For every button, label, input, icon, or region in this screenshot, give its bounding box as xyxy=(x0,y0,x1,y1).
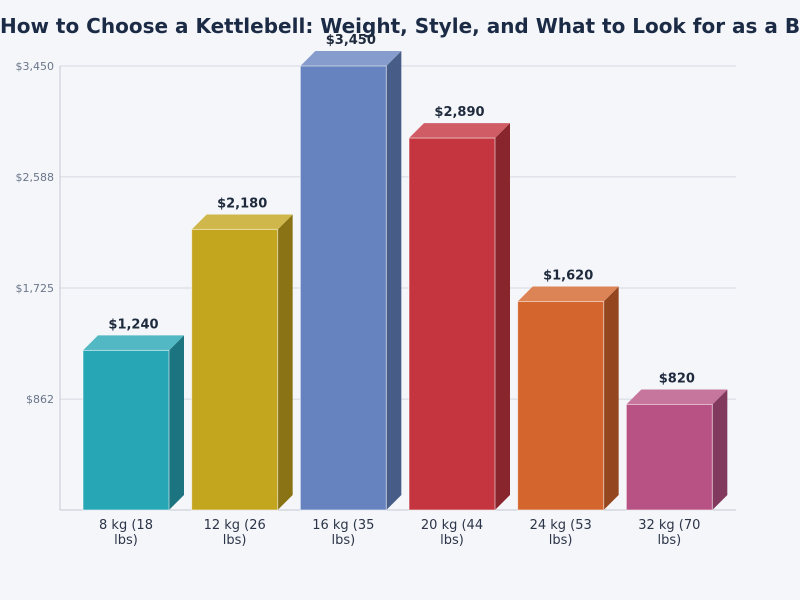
y-tick-label: $1,725 xyxy=(16,282,55,295)
bar-side xyxy=(495,123,510,510)
chart-title: How to Choose a Kettlebell: Weight, Styl… xyxy=(0,14,800,38)
x-tick-label: 16 kg (35 lbs) xyxy=(312,518,374,548)
bar xyxy=(82,349,170,511)
bar-top xyxy=(517,286,619,302)
data-label: $820 xyxy=(659,371,695,386)
data-label: $1,240 xyxy=(108,317,158,332)
bar-top xyxy=(83,335,184,351)
x-tick-label: 32 kg (70 lbs) xyxy=(638,518,700,548)
bar-side xyxy=(386,51,402,510)
bar-side xyxy=(712,389,728,510)
bar-side xyxy=(277,214,293,510)
bar-side xyxy=(603,286,619,510)
bar-top xyxy=(626,389,728,405)
y-tick-label: $3,450 xyxy=(16,60,55,73)
bar-side xyxy=(169,335,184,510)
bar xyxy=(191,228,279,511)
bar-top xyxy=(300,51,402,66)
bar xyxy=(625,403,713,511)
x-tick-label: 20 kg (44 lbs) xyxy=(421,518,483,548)
data-label: $1,620 xyxy=(543,269,593,284)
y-tick-label: $862 xyxy=(26,393,54,406)
data-label: $3,450 xyxy=(326,33,376,48)
x-tick-label: 24 kg (53 lbs) xyxy=(530,518,592,548)
bar xyxy=(408,137,496,511)
x-tick-label: 8 kg (18 lbs) xyxy=(99,518,153,548)
data-label: $2,180 xyxy=(217,196,267,211)
x-tick-label: 12 kg (26 lbs) xyxy=(204,518,266,548)
bar xyxy=(299,65,387,511)
bar-top xyxy=(191,214,293,230)
y-tick-label: $2,588 xyxy=(16,171,55,184)
data-label: $2,890 xyxy=(434,105,484,120)
bar-top xyxy=(409,123,510,139)
bar xyxy=(517,301,605,511)
